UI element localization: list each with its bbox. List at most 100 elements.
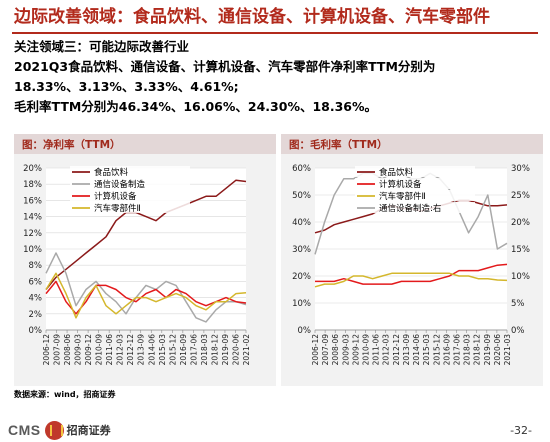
x-tick-label: 2010-09 [95, 334, 104, 366]
series-line [45, 252, 247, 323]
legend-bg [70, 190, 190, 201]
y-tick-label: 16% [23, 196, 42, 206]
legend-label: 食品饮料 [379, 167, 414, 178]
y-tick-label: 40% [292, 218, 311, 228]
series-line [45, 179, 247, 290]
data-source-note: 数据来源：wind，招商证券 [14, 390, 116, 399]
x-tick-label: 2006-12 [42, 334, 51, 366]
y-tick-label: 14% [23, 213, 42, 223]
series-line [314, 272, 508, 288]
legend-bg [355, 202, 475, 213]
company-logo: CMS 招商证券 [8, 420, 111, 440]
chart-header [281, 134, 543, 154]
y-tick-label: 60% [292, 164, 311, 174]
x-tick-label: 2019-09 [483, 334, 492, 366]
legend-bg [355, 178, 475, 189]
y-tick-label: 6% [29, 277, 43, 287]
y-tick-label: 18% [23, 180, 42, 190]
x-tick-label: 2013-09 [137, 334, 146, 366]
x-tick-label: 2018-12 [473, 334, 482, 366]
legend-bg [355, 166, 475, 177]
x-tick-label: 2007-09 [321, 334, 330, 366]
x-tick-label: 2017-06 [452, 334, 461, 366]
y-tick-label-right: 20% [511, 218, 530, 228]
legend-label: 汽车零部件Ⅱ [379, 191, 426, 202]
y-tick-label-right: 30% [511, 164, 530, 174]
y-tick-label-right: 10% [511, 272, 530, 282]
x-tick-label: 2008-06 [331, 334, 340, 366]
y-tick-label: 0% [29, 326, 43, 336]
summary-heading: 关注领域三：可能边际改善行业 [14, 39, 190, 54]
x-tick-label: 2021-03 [503, 334, 512, 366]
summary-net-margin: 2021Q3食品饮料、通信设备、计算机设备、汽车零部件净利率TTM分别为 [14, 59, 436, 74]
x-tick-label: 2009-12 [351, 334, 360, 366]
y-tick-label: 20% [292, 272, 311, 282]
legend-bg [355, 190, 475, 201]
x-tick-label: 2014-06 [147, 334, 156, 366]
title-divider [12, 32, 538, 34]
x-tick-label: 2018-12 [210, 334, 219, 366]
y-tick-label-right: 25% [511, 191, 530, 201]
legend-label: 通信设备制造:右 [379, 203, 441, 214]
summary-net-margin-values: 18.33%、3.13%、3.33%、4.61%; [14, 79, 239, 94]
legend-label: 汽车零部件Ⅱ [94, 203, 141, 214]
y-tick-label: 4% [29, 294, 43, 304]
legend-bg [70, 202, 190, 213]
x-tick-label: 2021-02 [242, 334, 251, 366]
legend-label: 计算机设备 [94, 191, 137, 202]
company-name: 招商证券 [66, 424, 111, 437]
y-tick-label-right: 15% [511, 245, 530, 255]
y-tick-label-right: 0% [511, 326, 525, 336]
summary-gross-margin: 毛利率TTM分别为46.34%、16.06%、24.30%、18.36%。 [14, 99, 378, 114]
y-tick-label: 12% [23, 229, 42, 239]
x-tick-label: 2015-03 [422, 334, 431, 366]
chart-header [14, 134, 276, 154]
legend-bg [70, 166, 190, 177]
x-tick-label: 2017-06 [189, 334, 198, 366]
y-tick-label: 0% [298, 326, 312, 336]
net-margin-chart-panel: 图：净利率（TTM） 0% 2% 4% 6% 8% 10% 12% 14% 16% 18% 20% 2… [14, 134, 276, 386]
x-tick-label: 2011-06 [105, 334, 114, 366]
y-tick-label-right: 5% [511, 299, 525, 309]
x-tick-label: 2012-03 [382, 334, 391, 366]
series-line [45, 272, 247, 319]
x-tick-label: 2015-12 [432, 334, 441, 366]
logo-emblem-icon [44, 420, 64, 440]
net-margin-chart-title: 图：净利率（TTM） [22, 139, 121, 151]
x-tick-label: 2012-12 [392, 334, 401, 366]
x-tick-label: 2006-12 [311, 334, 320, 366]
x-tick-label: 2015-03 [158, 334, 167, 366]
page-title: 边际改善领域：食品饮料、通信设备、计算机设备、汽车零部件 [14, 7, 490, 27]
x-tick-label: 2016-09 [179, 334, 188, 366]
y-tick-label: 50% [292, 191, 311, 201]
y-tick-label: 10% [23, 245, 42, 255]
logo-text: CMS [8, 422, 41, 438]
legend-bg [70, 178, 190, 189]
x-tick-label: 2018-03 [200, 334, 209, 366]
x-tick-label: 2009-03 [341, 334, 350, 366]
x-tick-label: 2020-06 [493, 334, 502, 366]
x-tick-label: 2012-12 [126, 334, 135, 366]
legend-label: 通信设备制造 [94, 179, 146, 190]
x-tick-label: 2018-03 [463, 334, 472, 366]
x-tick-label: 2020-06 [231, 334, 240, 366]
page-number: -32- [510, 424, 532, 437]
gross-margin-chart-title: 图：毛利率（TTM） [289, 139, 388, 151]
x-tick-label: 2015-12 [168, 334, 177, 366]
x-tick-label: 2009-03 [74, 334, 83, 366]
y-tick-label: 20% [23, 164, 42, 174]
x-tick-label: 2010-09 [362, 334, 371, 366]
x-tick-label: 2019-09 [221, 334, 230, 366]
legend-label: 计算机设备 [379, 179, 422, 190]
y-tick-label: 8% [29, 261, 43, 271]
x-tick-label: 2012-03 [116, 334, 125, 366]
x-tick-label: 2007-09 [53, 334, 62, 366]
x-tick-label: 2009-12 [84, 334, 93, 366]
y-tick-label: 2% [29, 310, 43, 320]
gross-margin-chart: 0% 10% 20% 30% 40% 50% 60% 0% 5% 10% 15% 20% 25% 30% 2… [292, 164, 530, 366]
net-margin-chart: 0% 2% 4% 6% 8% 10% 12% 14% 16% 18% 20% 2006-12 2007-… [23, 164, 251, 366]
legend-label: 食品饮料 [94, 167, 129, 178]
summary-block: 关注领域三：可能边际改善行业 2021Q3食品饮料、通信设备、计算机设备、汽车零… [14, 37, 539, 117]
x-tick-label: 2013-09 [402, 334, 411, 366]
y-tick-label: 10% [292, 299, 311, 309]
